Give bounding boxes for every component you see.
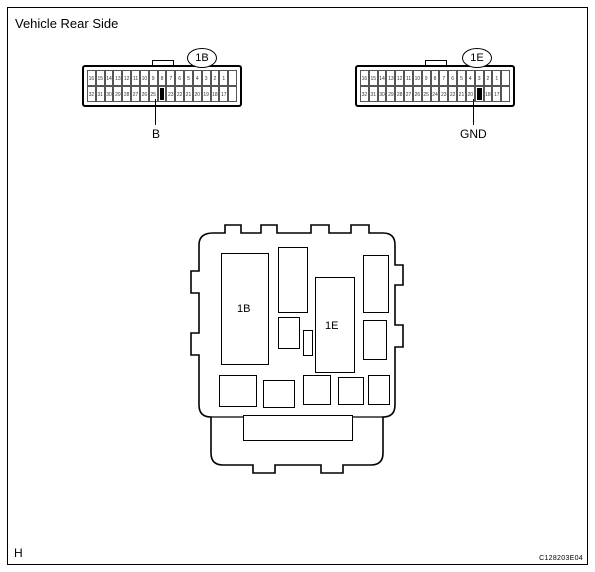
junction-box-slot [303,375,331,405]
connector-1b-pin: 29 [113,86,122,102]
connector-1b-pin: 9 [149,70,158,86]
diagram-title: Vehicle Rear Side [15,16,118,31]
junction-box-slot-1e-label: 1E [325,320,338,332]
connector-1b-pin: 19 [202,86,211,102]
connector-1b-pin: 17 [219,86,228,102]
connector-1b: 1615141312111098765432132313029282726252… [82,65,242,107]
connector-1e-pin-grid: 1615141312111098765432132313029282726252… [360,70,510,102]
connector-1e-pin: 13 [386,70,395,86]
connector-1b-pin: 8 [158,70,167,86]
junction-box-slot [219,375,257,407]
junction-box-slot [243,415,353,441]
connector-1b-pin: 6 [175,70,184,86]
connector-1b-pin: 11 [131,70,140,86]
junction-box-slot [278,317,300,349]
connector-1e-pin: 23 [439,86,448,102]
connector-1b-pin: 13 [113,70,122,86]
connector-1b-pin: 21 [184,86,193,102]
connector-1e-pin: 26 [413,86,422,102]
figure-code: C128203E04 [539,555,583,562]
junction-box-slot [363,255,389,313]
connector-1e-pin [501,70,510,86]
connector-1e-pin: 25 [422,86,431,102]
connector-1e-pin: 15 [369,70,378,86]
connector-1e-leader-line [473,99,474,125]
connector-1b-pin: 1 [219,70,228,86]
junction-box: 1B 1E [183,205,408,495]
connector-1b-pin: 27 [131,86,140,102]
connector-1e-pin: 8 [431,70,440,86]
connector-1b-pin-label: B [152,127,160,141]
connector-1e: 1615141312111098765432132313029282726252… [355,65,515,107]
connector-1e-pin: 28 [395,86,404,102]
connector-1b-id-label: 1B [187,48,217,68]
connector-1b-pin: 26 [140,86,149,102]
connector-1b-pin [158,86,167,102]
connector-1e-pin: 27 [404,86,413,102]
connector-1b-pin: 31 [96,86,105,102]
connector-1b-pin: 12 [122,70,131,86]
connector-1b-pin: 14 [105,70,114,86]
connector-1e-pin: 17 [492,86,501,102]
connector-1e-pin: 21 [457,86,466,102]
connector-1e-id-label: 1E [462,48,492,68]
connector-1e-pin: 30 [378,86,387,102]
junction-box-slot [368,375,390,405]
connector-1e-pin: 2 [484,70,493,86]
connector-1e-pin: 14 [378,70,387,86]
connector-1e-pin: 4 [466,70,475,86]
junction-box-slot [278,247,308,313]
connector-1b-pin: 22 [175,86,184,102]
connector-1b-pin: 5 [184,70,193,86]
connector-1b-pin: 28 [122,86,131,102]
connector-1b-pin-grid: 1615141312111098765432132313029282726252… [87,70,237,102]
connector-1e-pin: 1 [492,70,501,86]
connector-1b-leader-line [155,99,156,125]
connector-1e-pin: 10 [413,70,422,86]
connector-1e-pin [501,86,510,102]
connector-1e-pin: 31 [369,86,378,102]
connector-1b-pin: 4 [193,70,202,86]
connector-1b-pin: 15 [96,70,105,86]
connector-1e-pin: 6 [448,70,457,86]
connector-1b-pin: 10 [140,70,149,86]
connector-1e-pin: 9 [422,70,431,86]
junction-box-slot [263,380,295,408]
connector-1b-pin: 2 [211,70,220,86]
junction-box-slot [303,330,313,356]
page-corner-letter: H [14,546,23,560]
connector-1b-pin [228,86,237,102]
connector-1e-pin: 5 [457,70,466,86]
connector-1b-pin: 3 [202,70,211,86]
connector-1b-pin: 16 [87,70,96,86]
connector-1e-pin-label: GND [460,127,487,141]
connector-1e-pin: 7 [439,70,448,86]
connector-1b-pin: 32 [87,86,96,102]
connector-1e-pin: 32 [360,86,369,102]
junction-box-slot-1b-label: 1B [237,303,250,315]
connector-1e-pin: 12 [395,70,404,86]
connector-1e-pin [475,86,484,102]
connector-1b-pin: 7 [166,70,175,86]
connector-1e-pin: 29 [386,86,395,102]
connector-1e-pin: 11 [404,70,413,86]
junction-box-slot [338,377,364,405]
connector-1b-pin: 23 [166,86,175,102]
junction-box-slot [363,320,387,360]
connector-1b-pin: 20 [193,86,202,102]
connector-1e-pin: 16 [360,70,369,86]
connector-1e-pin: 18 [484,86,493,102]
connector-1b-pin [228,70,237,86]
connector-1e-pin: 3 [475,70,484,86]
connector-1e-pin: 24 [431,86,440,102]
connector-1b-pin: 18 [211,86,220,102]
connector-1b-pin: 25 [149,86,158,102]
connector-1e-pin: 22 [448,86,457,102]
connector-1b-pin: 30 [105,86,114,102]
